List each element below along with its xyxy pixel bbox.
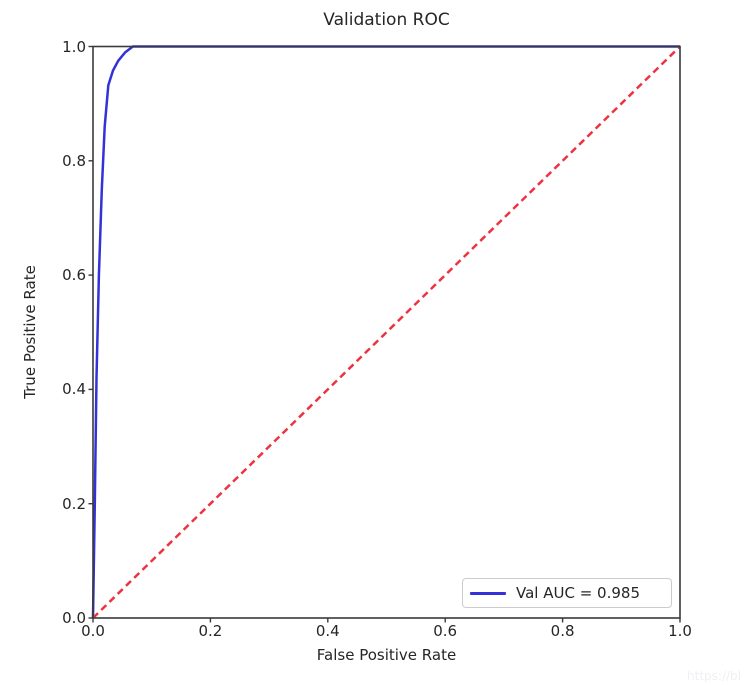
- legend-line-sample: [470, 591, 506, 595]
- x-tick-label: 1.0: [668, 622, 692, 640]
- y-axis-label: True Positive Rate: [21, 265, 39, 399]
- validation-roc-curve: [91, 45, 680, 619]
- watermark: https://bl: [687, 669, 741, 683]
- x-tick-label: 0.4: [315, 622, 340, 640]
- chart-title: Validation ROC: [323, 10, 450, 30]
- x-tick-label: 0.2: [198, 622, 223, 640]
- y-tick-label: 0.6: [62, 266, 86, 285]
- legend: Val AUC = 0.985: [462, 578, 672, 608]
- y-tick-label: 0.8: [62, 151, 86, 170]
- x-axis-label: False Positive Rate: [316, 646, 457, 664]
- legend-label: Val AUC = 0.985: [516, 584, 640, 602]
- x-tick-label: 0.8: [550, 622, 575, 640]
- chance-diagonal: [92, 45, 681, 619]
- y-tick-label: 0.2: [62, 494, 86, 513]
- y-tick-label: 0.0: [62, 609, 86, 627]
- x-tick-label: 0.0: [81, 622, 105, 640]
- y-tick-label: 1.0: [62, 37, 86, 56]
- plot-border: [92, 45, 681, 619]
- x-tick-label: 0.6: [433, 622, 458, 640]
- y-tick-label: 0.4: [62, 380, 86, 399]
